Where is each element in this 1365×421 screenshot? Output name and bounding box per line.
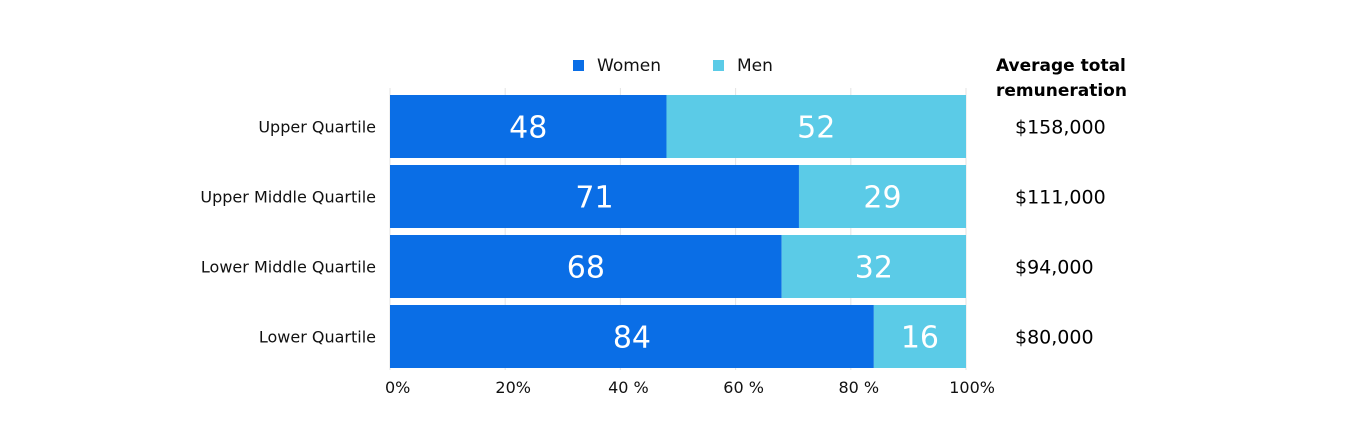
bar-value-label: 48 (509, 111, 547, 146)
remuneration-header-line2: remuneration (996, 81, 1127, 101)
category-label: Lower Middle Quartile (201, 258, 376, 277)
bar-value-label: 52 (797, 111, 835, 146)
bars (390, 95, 966, 368)
bar-men (798, 165, 966, 228)
bar-women (390, 95, 667, 158)
x-tick-label: 80 % (838, 378, 879, 397)
legend-swatch-men (713, 60, 724, 71)
bar-value-label: 84 (613, 321, 651, 356)
legend-label-women: Women (597, 56, 661, 76)
bar-value-label: 32 (855, 251, 893, 286)
bar-labels: 48 52 71 29 68 32 84 16 (509, 111, 939, 356)
legend-swatch-women (573, 60, 584, 71)
category-label: Upper Quartile (258, 118, 376, 137)
remuneration-value: $158,000 (1015, 117, 1106, 139)
x-tick-label: 0% (385, 378, 410, 397)
category-label: Upper Middle Quartile (200, 188, 376, 207)
x-tick-label: 20% (495, 378, 531, 397)
bar-value-label: 29 (863, 181, 901, 216)
x-tick-label: 60 % (723, 378, 764, 397)
legend-label-men: Men (737, 56, 773, 76)
bar-men (873, 305, 966, 368)
bar-value-label: 71 (575, 181, 613, 216)
bar-women (390, 165, 799, 228)
category-labels: Upper Quartile Upper Middle Quartile Lower… (200, 118, 376, 347)
remuneration-value: $94,000 (1015, 257, 1094, 279)
remuneration-column: Average total remuneration $158,000 $111,… (996, 56, 1127, 349)
bar-men (666, 95, 966, 158)
bar-men (781, 235, 966, 298)
x-tick-label: 100% (949, 378, 995, 397)
bar-value-label: 16 (901, 321, 939, 356)
remuneration-value: $111,000 (1015, 187, 1106, 209)
bar-value-label: 68 (567, 251, 605, 286)
bar-women (390, 305, 874, 368)
remuneration-value: $80,000 (1015, 327, 1094, 349)
bar-women (390, 235, 782, 298)
category-label: Lower Quartile (259, 328, 376, 347)
x-tick-label: 40 % (608, 378, 649, 397)
remuneration-header-line1: Average total (996, 56, 1126, 76)
x-tick-labels: 0% 20% 40 % 60 % 80 % 100% (385, 378, 995, 397)
legend: Women Men (573, 56, 773, 76)
